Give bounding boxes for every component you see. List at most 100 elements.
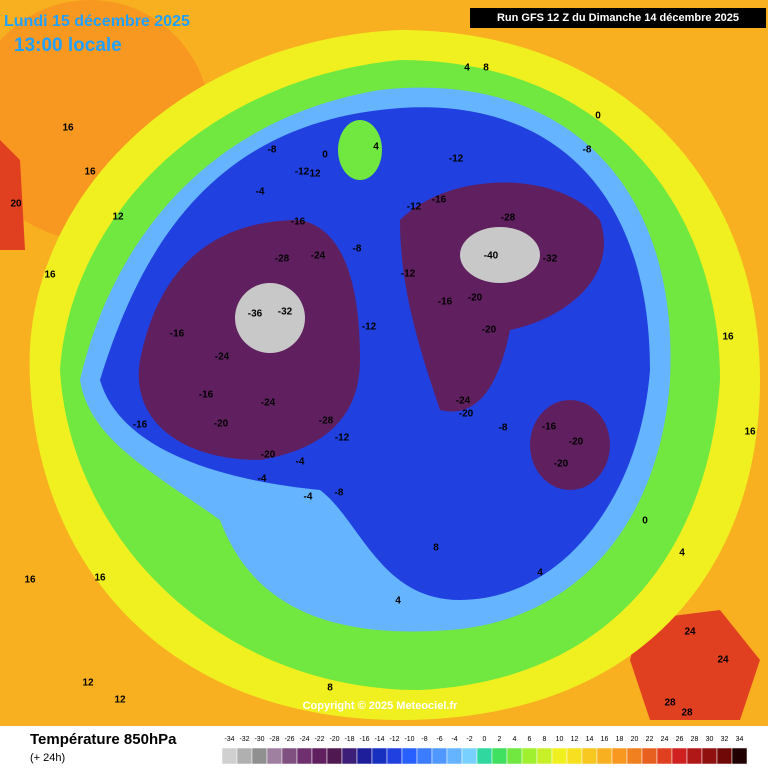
contour-label: -12 (449, 154, 464, 165)
legend-swatch (656, 747, 673, 765)
legend-tick: -32 (239, 736, 249, 743)
legend-tick: 34 (736, 736, 744, 743)
contour-label: 28 (664, 698, 676, 709)
contour-label: -20 (554, 459, 569, 470)
contour-label: 4 (679, 548, 685, 559)
legend-tick: 22 (646, 736, 654, 743)
legend-tick: 24 (661, 736, 669, 743)
purple-zone (400, 182, 604, 412)
contour-label: 12 (112, 212, 124, 223)
legend-swatch (521, 747, 538, 765)
legend-tick: -10 (404, 736, 414, 743)
run-box (470, 8, 766, 28)
legend-tick: -18 (344, 736, 354, 743)
contour-label: -24 (261, 398, 276, 409)
legend-swatch (266, 747, 283, 765)
legend-swatch (536, 747, 553, 765)
legend-swatch (716, 747, 733, 765)
legend-swatch (596, 747, 613, 765)
contour-label: 0 (642, 516, 648, 527)
contour-label: 28 (681, 708, 693, 719)
contour-label: -16 (199, 390, 214, 401)
contour-label: -40 (484, 251, 499, 262)
contour-label: 8 (433, 543, 439, 554)
contour-label: -4 (304, 492, 313, 503)
contour-label: -28 (501, 213, 516, 224)
contour-label: -8 (353, 244, 362, 255)
contour-label: -16 (291, 217, 306, 228)
contour-label: -24 (311, 251, 326, 262)
legend-tick: 10 (556, 736, 564, 743)
contour-label: 16 (24, 575, 36, 586)
cold-core (235, 283, 305, 353)
legend-tick: -8 (421, 736, 427, 743)
legend-tick: -12 (389, 736, 399, 743)
legend-swatch (491, 747, 508, 765)
legend-tick: -6 (436, 736, 442, 743)
legend-tick: 18 (616, 736, 624, 743)
legend-swatch (641, 747, 658, 765)
legend-tick: 20 (631, 736, 639, 743)
warm-zone (630, 610, 760, 720)
legend-swatch (401, 747, 418, 765)
contour-label: 4 (464, 63, 470, 74)
date-label: Lundi 15 décembre 2025 (4, 13, 190, 30)
legend-tick: 6 (528, 736, 532, 743)
legend-swatch (476, 747, 493, 765)
contour-label: -20 (459, 409, 474, 420)
contour-label: -16 (542, 422, 557, 433)
legend-tick: 14 (586, 736, 594, 743)
legend-swatch (311, 747, 328, 765)
legend-swatch (701, 747, 718, 765)
contour-label: -16 (432, 195, 447, 206)
legend-swatch (296, 747, 313, 765)
warm-zone (0, 140, 25, 250)
legend-swatch (506, 747, 523, 765)
copyright: Copyright © 2025 Meteociel.fr (303, 700, 459, 712)
contour-label: 16 (84, 167, 96, 178)
legend-swatch (356, 747, 373, 765)
legend-tick: -22 (314, 736, 324, 743)
legend-swatch (671, 747, 688, 765)
legend-tick: -4 (451, 736, 457, 743)
legend-swatch (416, 747, 433, 765)
contour-label: 12 (309, 169, 321, 180)
contour-label: -32 (278, 307, 293, 318)
legend-swatch (566, 747, 583, 765)
contour-label: 12 (114, 695, 126, 706)
legend-tick: -16 (359, 736, 369, 743)
contour-label: -36 (248, 309, 263, 320)
contour-label: 4 (395, 596, 401, 607)
contour-label: -8 (335, 488, 344, 499)
contour-label: -12 (407, 202, 422, 213)
legend-swatch (686, 747, 703, 765)
legend-swatch (386, 747, 403, 765)
legend-swatch (581, 747, 598, 765)
legend-tick: -30 (254, 736, 264, 743)
legend-tick: 16 (601, 736, 609, 743)
contour-label: 4 (537, 568, 543, 579)
legend-tick: 12 (571, 736, 579, 743)
contour-label: -20 (468, 293, 483, 304)
legend-tick: 32 (721, 736, 729, 743)
legend-swatch (251, 747, 268, 765)
contour-label: 16 (722, 332, 734, 343)
contour-label: 16 (44, 270, 56, 281)
legend-tick: -26 (284, 736, 294, 743)
legend-swatch (551, 747, 568, 765)
contour-label: -12 (335, 433, 350, 444)
contour-label: 8 (327, 683, 333, 694)
legend-lead: (+ 24h) (30, 752, 65, 764)
contour-label: 24 (684, 627, 696, 638)
run-label: Run GFS 12 Z du Dimanche 14 décembre 202… (497, 12, 739, 24)
green-zone (338, 120, 382, 180)
legend-swatch (731, 747, 748, 765)
legend-swatch (461, 747, 478, 765)
legend-tick: 2 (498, 736, 502, 743)
legend-tick: -2 (466, 736, 472, 743)
legend-swatch (446, 747, 463, 765)
contour-label: -16 (170, 329, 185, 340)
legend-swatch (341, 747, 358, 765)
